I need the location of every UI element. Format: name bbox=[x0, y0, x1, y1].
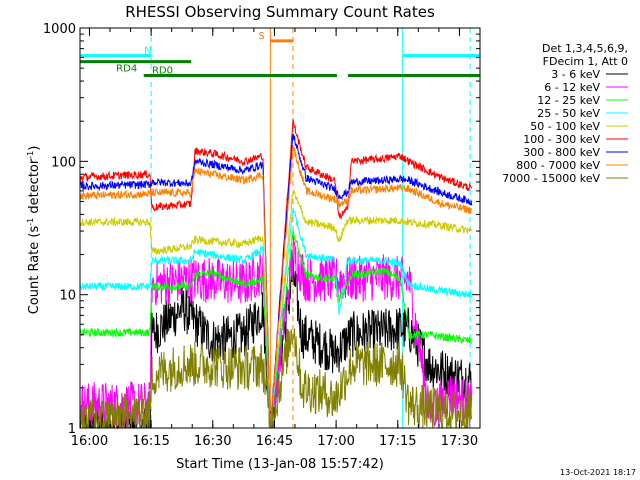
legend-header-0: Det 1,3,4,5,6,9, bbox=[542, 42, 628, 55]
legend-label-2: 12 - 25 keV bbox=[537, 94, 600, 107]
x-tick-label-4: 17:00 bbox=[317, 434, 354, 449]
x-tick-label-6: 17:30 bbox=[441, 434, 478, 449]
y-axis-label-sup-2: -1 bbox=[26, 151, 35, 159]
x-tick-label-2: 16:30 bbox=[194, 434, 231, 449]
y-tick-label-0: 1 bbox=[68, 422, 76, 437]
legend-label-8: 7000 - 15000 keV bbox=[502, 172, 600, 185]
legend-label-7: 800 - 7000 keV bbox=[516, 159, 600, 172]
legend-label-3: 25 - 50 keV bbox=[537, 107, 600, 120]
timestamp: 13-Oct-2021 18:17 bbox=[560, 468, 636, 477]
x-tick-label-0: 16:00 bbox=[71, 434, 108, 449]
series-line-4 bbox=[79, 189, 473, 424]
flag-label-1: RD0 bbox=[152, 66, 173, 77]
x-tick-label-1: 16:15 bbox=[132, 434, 169, 449]
chart-title: RHESSI Observing Summary Count Rates bbox=[125, 3, 435, 21]
legend-label-0: 3 - 6 keV bbox=[551, 68, 600, 81]
series-line-2 bbox=[79, 229, 473, 426]
legend-label-6: 300 - 800 keV bbox=[523, 146, 600, 159]
y-axis-label-end: ) bbox=[27, 146, 42, 151]
x-axis-label: Start Time (13-Jan-08 15:57:42) bbox=[176, 457, 384, 472]
axes: 16:00 16:15 16:30 16:45 17:00 17:15 17:30 1 10 10… bbox=[43, 22, 481, 449]
y-tick-label-1: 10 bbox=[59, 289, 76, 304]
plot-frame bbox=[79, 27, 481, 429]
flag-label-3: S bbox=[258, 31, 264, 42]
y-axis-label: Count Rate (s-1 detector-1) bbox=[26, 146, 42, 315]
series-line-8 bbox=[79, 328, 473, 429]
y-axis-label-main: Count Rate (s bbox=[27, 226, 42, 315]
legend-label-5: 100 - 300 keV bbox=[523, 133, 600, 146]
legend-label-1: 6 - 12 keV bbox=[544, 81, 600, 94]
legend-header-1: FDecim 1, Att 0 bbox=[543, 55, 628, 68]
flag-label-0: N bbox=[144, 46, 151, 57]
y-tick-label-2: 100 bbox=[51, 155, 76, 170]
series-line-7 bbox=[79, 145, 472, 429]
y-axis-label-sup-1: -1 bbox=[26, 218, 35, 226]
y-axis-label-mid: detector bbox=[27, 158, 42, 218]
flag-label-2: RD4 bbox=[116, 64, 137, 75]
legend: Det 1,3,4,5,6,9,FDecim 1, Att 03 - 6 keV… bbox=[502, 42, 628, 185]
y-tick-label-3: 1000 bbox=[43, 22, 76, 37]
x-tick-label-3: 16:45 bbox=[256, 434, 293, 449]
legend-label-4: 50 - 100 keV bbox=[530, 120, 600, 133]
x-tick-label-5: 17:15 bbox=[379, 434, 416, 449]
